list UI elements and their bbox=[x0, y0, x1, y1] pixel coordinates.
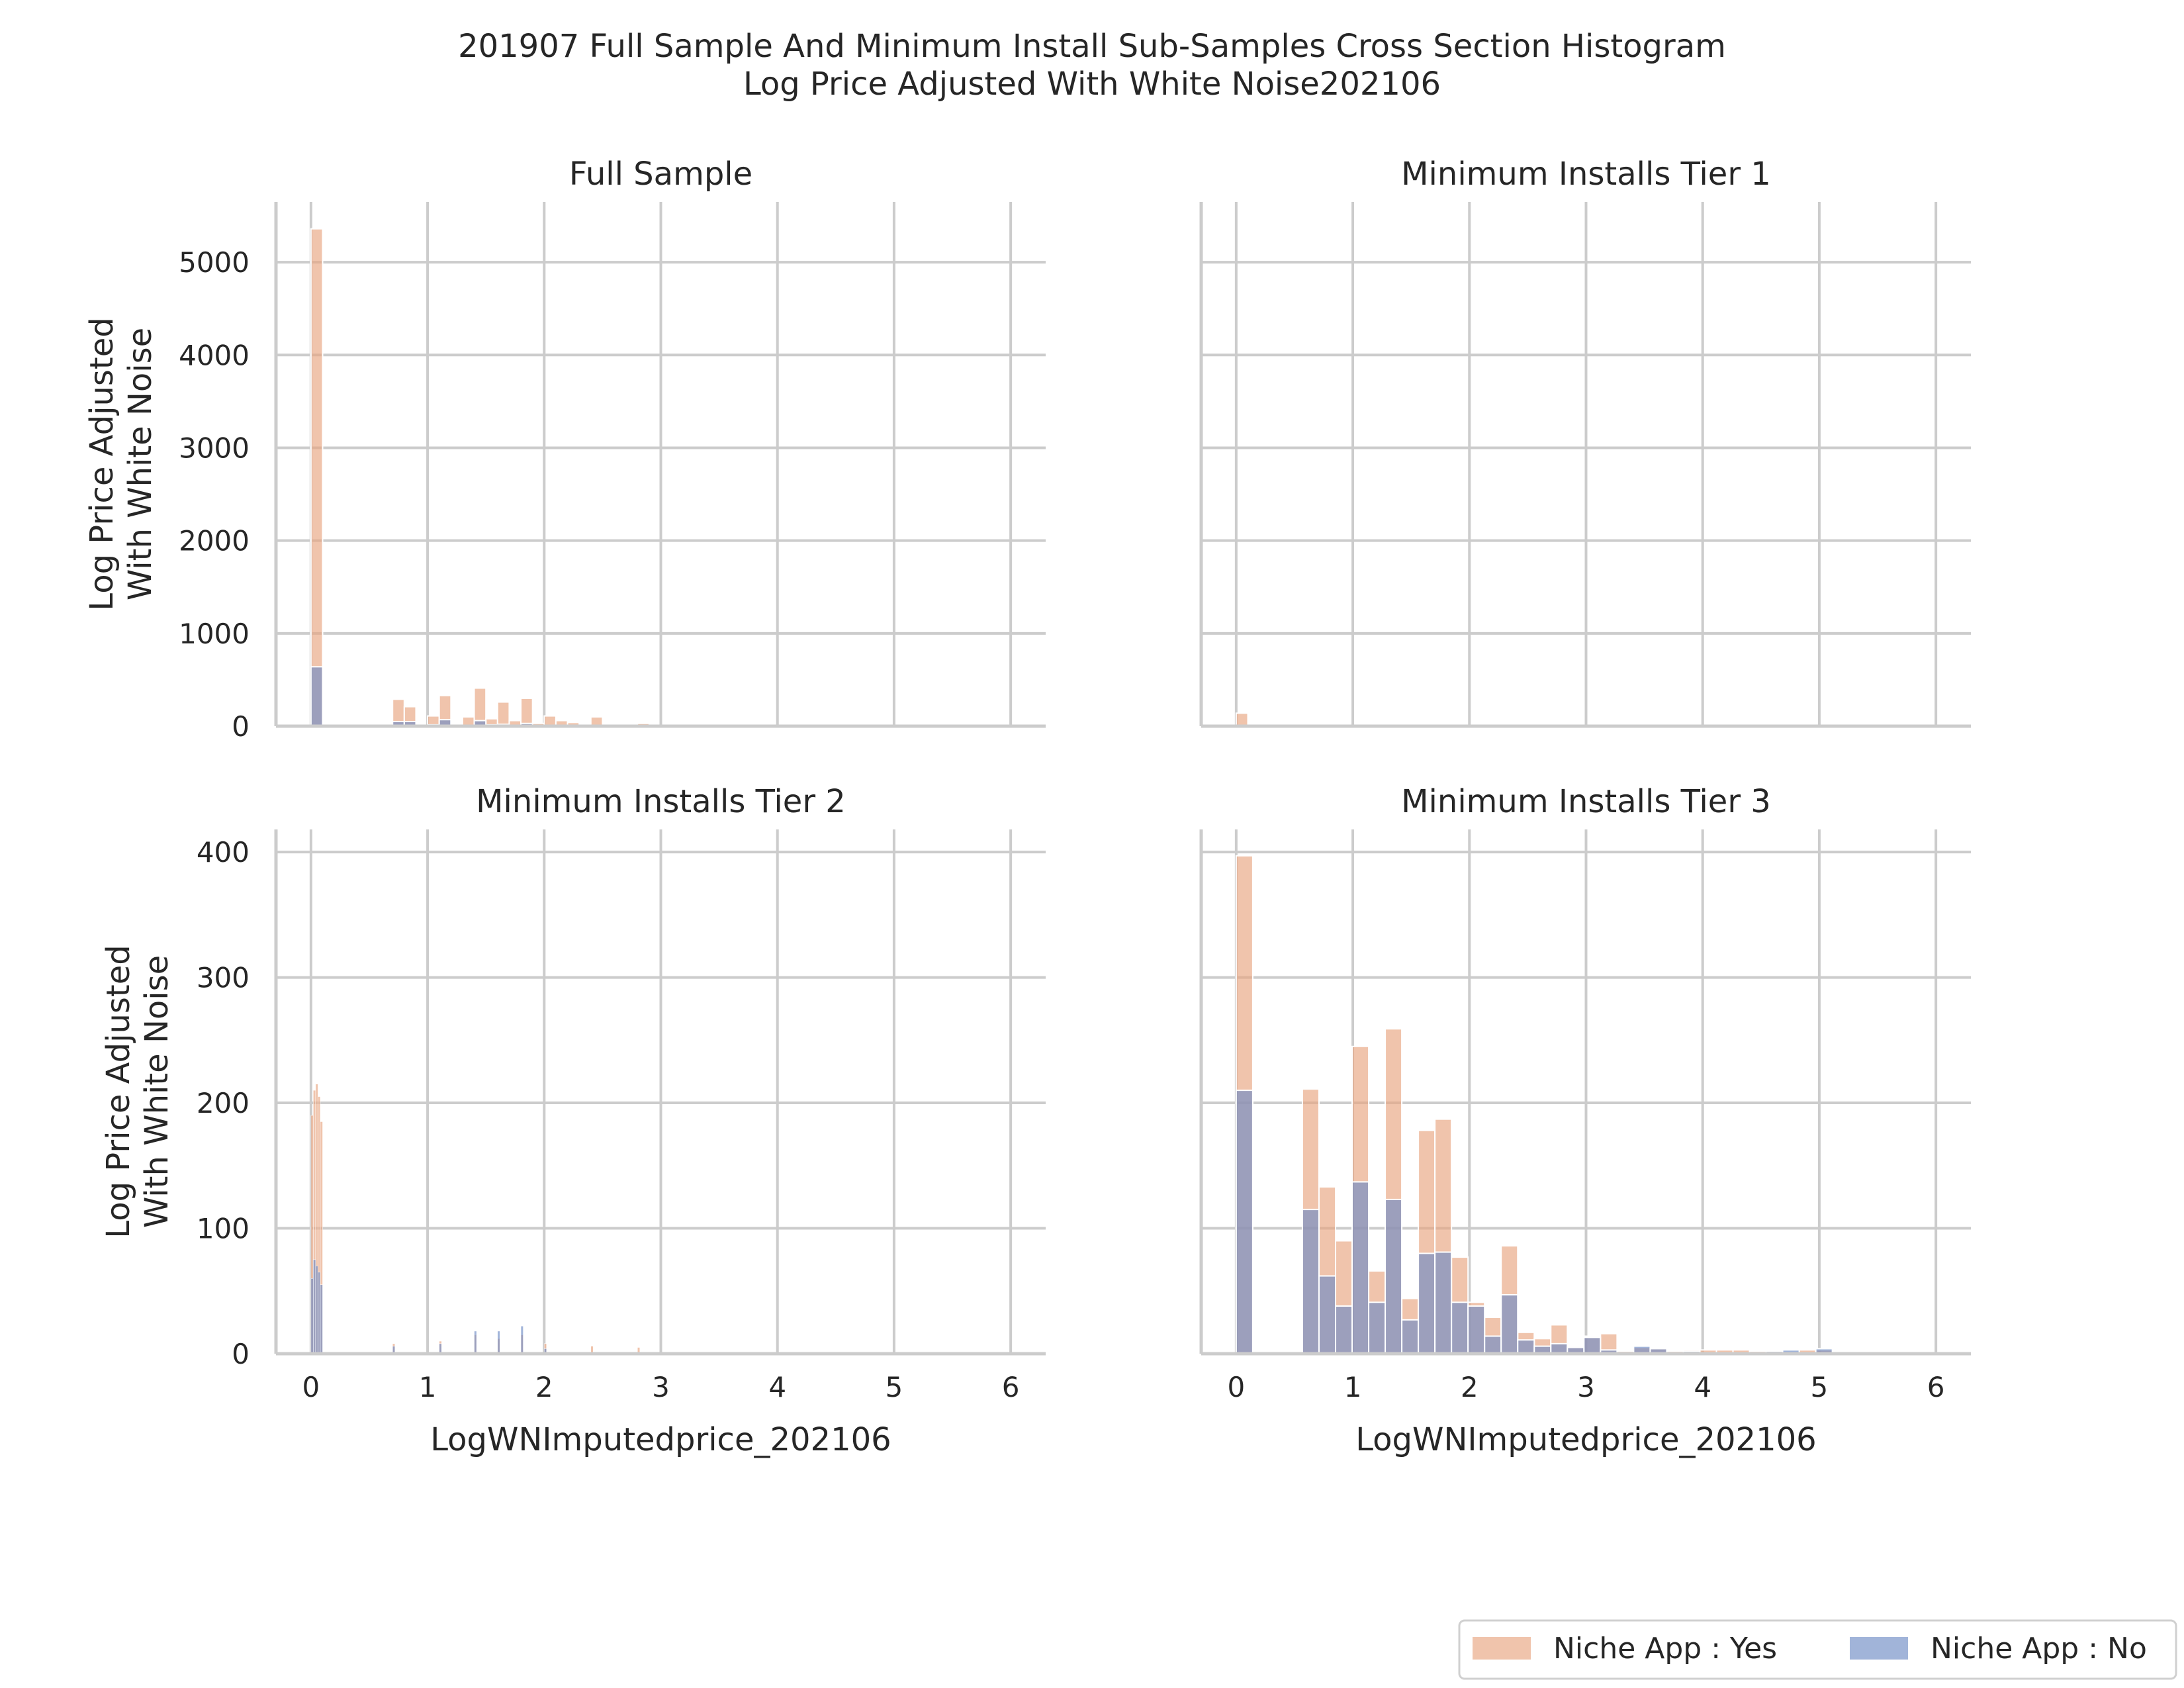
histogram-bar bbox=[1235, 1090, 1253, 1354]
y-axis-label-line: Log Price Adjusted bbox=[83, 317, 120, 610]
x-tick-label: 1 bbox=[419, 1371, 437, 1403]
subplot-title: Minimum Installs Tier 3 bbox=[1401, 783, 1771, 820]
y-axis-label: Log Price AdjustedWith White Noise bbox=[100, 945, 175, 1238]
y-tick-label: 0 bbox=[232, 1338, 250, 1370]
x-tick-label: 6 bbox=[1927, 1371, 1945, 1403]
legend-swatch-yes bbox=[1473, 1637, 1531, 1660]
series-niche-no bbox=[1235, 1090, 1833, 1355]
x-tick-label: 0 bbox=[1227, 1371, 1245, 1403]
histogram-bar bbox=[1334, 1305, 1353, 1354]
legend: Niche App : Yes Niche App : No bbox=[1458, 1619, 2177, 1680]
x-tick-label: 2 bbox=[535, 1371, 553, 1403]
histogram-bar bbox=[520, 697, 533, 727]
x-tick-label: 4 bbox=[1694, 1371, 1711, 1403]
y-tick-label: 200 bbox=[197, 1087, 250, 1119]
subplot-4: Minimum Installs Tier 3 0 1 2 3 4 5 6 LogWNImput… bbox=[1199, 783, 1971, 1458]
histogram-bar bbox=[496, 701, 510, 727]
histogram-bar bbox=[497, 1331, 500, 1354]
y-tick-label: 2000 bbox=[179, 525, 250, 557]
histogram-bar bbox=[1368, 1301, 1387, 1355]
subplot-1: Full Sample 0 1000 2000 3000 4000 5000 Log Pric… bbox=[83, 156, 1046, 743]
series-niche-no bbox=[310, 666, 604, 727]
subplot-3: Minimum Installs Tier 2 0 1 2 3 4 5 6 0 100 200 300… bbox=[100, 783, 1046, 1458]
y-axis-label-line: With White Noise bbox=[122, 328, 159, 600]
y-axis-label: Log Price AdjustedWith White Noise bbox=[83, 317, 159, 610]
histogram-bar bbox=[1517, 1339, 1535, 1354]
histogram-bar bbox=[1235, 712, 1249, 727]
x-tick-label: 4 bbox=[768, 1371, 786, 1403]
figure-title-line-1: 201907 Full Sample And Minimum Install S… bbox=[458, 28, 1726, 65]
histogram-bar bbox=[1301, 1209, 1320, 1354]
y-tick-label: 4000 bbox=[179, 339, 250, 371]
histogram-bar bbox=[1401, 1319, 1420, 1355]
histogram-bar bbox=[474, 1331, 477, 1354]
x-tick-label: 5 bbox=[1811, 1371, 1829, 1403]
y-axis-label-line: Log Price Adjusted bbox=[100, 945, 137, 1238]
x-tick-label: 1 bbox=[1344, 1371, 1362, 1403]
subplot-title: Minimum Installs Tier 2 bbox=[476, 783, 846, 820]
histogram-bar bbox=[313, 1259, 316, 1354]
x-tick-label: 3 bbox=[652, 1371, 670, 1403]
series-niche-yes bbox=[310, 1084, 641, 1354]
y-tick-label: 5000 bbox=[179, 246, 250, 279]
histogram-bar bbox=[1500, 1293, 1519, 1355]
histogram-bar bbox=[1385, 1198, 1403, 1355]
subplot-2: Minimum Installs Tier 1 bbox=[1199, 156, 1971, 728]
y-tick-label: 300 bbox=[197, 962, 250, 994]
subplot-title: Full Sample bbox=[569, 156, 752, 193]
histogram-bar bbox=[1318, 1275, 1336, 1355]
histogram-bar bbox=[310, 1278, 314, 1354]
histogram-bar bbox=[1451, 1301, 1469, 1355]
histogram-bar bbox=[1418, 1252, 1436, 1354]
y-tick-label: 400 bbox=[197, 836, 250, 868]
histogram-bar bbox=[1351, 1181, 1370, 1354]
y-tick-label: 3000 bbox=[179, 432, 250, 464]
y-axis-label-line: With White Noise bbox=[138, 955, 175, 1228]
histogram-bar bbox=[1484, 1335, 1502, 1354]
histogram-bar bbox=[310, 228, 324, 727]
x-tick-label: 2 bbox=[1461, 1371, 1479, 1403]
series-niche-yes bbox=[310, 228, 662, 727]
histogram-bar bbox=[310, 666, 324, 727]
x-tick-label: 6 bbox=[1002, 1371, 1020, 1403]
histogram-bar bbox=[1583, 1336, 1602, 1354]
subplot-title: Minimum Installs Tier 1 bbox=[1401, 156, 1771, 193]
legend-label-yes: Niche App : Yes bbox=[1553, 1632, 1777, 1665]
histogram-bar bbox=[315, 1266, 318, 1354]
histogram-bar bbox=[320, 1284, 323, 1354]
x-tick-label: 3 bbox=[1577, 1371, 1595, 1403]
x-axis-label: LogWNImputedprice_202106 bbox=[1355, 1421, 1816, 1458]
y-tick-label: 1000 bbox=[179, 618, 250, 650]
histogram-bar bbox=[1434, 1251, 1453, 1355]
histogram-bar bbox=[318, 1272, 321, 1354]
x-tick-label: 0 bbox=[302, 1371, 320, 1403]
series-niche-yes bbox=[1235, 712, 1249, 727]
legend-label-no: Niche App : No bbox=[1931, 1632, 2147, 1665]
legend-frame bbox=[1458, 1619, 2177, 1680]
histogram-bar bbox=[1467, 1305, 1486, 1354]
x-tick-label: 5 bbox=[886, 1371, 903, 1403]
y-tick-label: 0 bbox=[232, 710, 250, 743]
figure-title-line-2: Log Price Adjusted With White Noise20210… bbox=[743, 66, 1441, 103]
legend-swatch-no bbox=[1850, 1637, 1908, 1660]
y-tick-label: 100 bbox=[197, 1213, 250, 1245]
x-axis-label: LogWNImputedprice_202106 bbox=[430, 1421, 891, 1458]
histogram-bar bbox=[520, 1326, 523, 1354]
